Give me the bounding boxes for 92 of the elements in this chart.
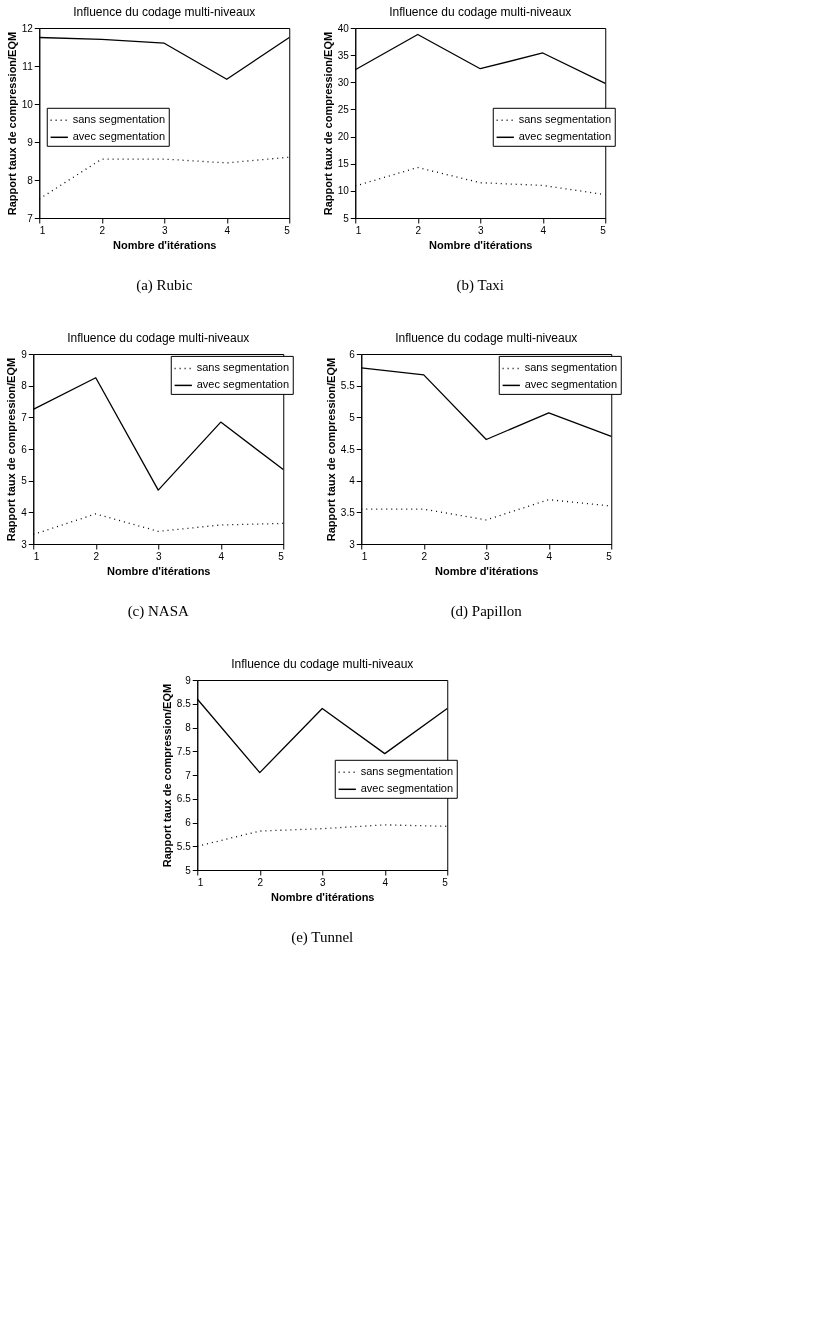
y-tick-label: 11: [22, 60, 34, 72]
x-tick-label: 3: [477, 224, 484, 236]
y-tick-label: 8: [185, 722, 192, 733]
y-tick-label: 8: [27, 174, 34, 186]
y-tick-label: 40: [337, 22, 350, 34]
x-tick-label: 1: [39, 224, 46, 236]
y-tick-label: 5: [185, 864, 192, 876]
x-tick-label: 4: [382, 876, 389, 888]
y-tick-label: 3: [349, 538, 356, 550]
y-tick-label: 4: [21, 506, 28, 518]
y-tick-label: 9: [27, 136, 34, 148]
chart-title: Influence du codage multi-niveaux: [73, 5, 256, 19]
y-tick-label: 5.5: [340, 380, 356, 392]
legend-label: sans segmentation: [196, 361, 290, 374]
y-tick-label: 10: [21, 98, 34, 110]
y-axis-title: Rapport taux de compression/EQM: [5, 357, 18, 542]
y-tick-label: 5: [343, 212, 350, 224]
y-tick-label: 8: [21, 380, 28, 392]
text: (c) NASA: [127, 603, 190, 620]
x-axis-title: Nombre d'itérations: [429, 238, 533, 251]
x-tick-label: 5: [442, 876, 449, 888]
legend-label: avec segmentation: [72, 130, 166, 143]
y-tick-label: 6: [185, 817, 192, 828]
y-tick-label: 6: [349, 348, 356, 360]
y-tick-label: 7: [27, 212, 34, 224]
text: (b) Taxi: [456, 277, 504, 294]
x-tick-label: 4: [546, 550, 553, 562]
y-axis-title: Rapport taux de compression/EQM: [5, 31, 18, 216]
x-tick-label: 5: [600, 224, 607, 236]
y-tick-label: 6: [21, 443, 28, 455]
x-tick-label: 2: [99, 224, 106, 236]
y-tick-label: 7: [185, 769, 192, 781]
legend-label: avec segmentation: [360, 782, 454, 795]
x-axis-title: Nombre d'itérations: [107, 564, 211, 577]
y-axis-title: Rapport taux de compression/EQM: [324, 357, 337, 542]
y-tick-label: 4.5: [340, 443, 356, 455]
y-tick-label: 5.5: [176, 840, 192, 852]
x-tick-label: 5: [278, 550, 285, 562]
x-tick-label: 2: [421, 550, 428, 562]
x-tick-label: 1: [361, 550, 368, 562]
x-tick-label: 3: [155, 550, 162, 562]
x-tick-label: 4: [540, 224, 547, 236]
y-tick-label: 3.5: [340, 506, 356, 518]
text: (e) Tunnel: [291, 929, 354, 946]
y-tick-label: 9: [185, 674, 192, 686]
x-tick-label: 3: [161, 224, 168, 236]
x-tick-label: 4: [224, 224, 231, 236]
y-tick-label: 9: [21, 348, 28, 360]
y-tick-label: 25: [337, 103, 350, 115]
y-tick-label: 5: [21, 475, 28, 487]
x-tick-label: 3: [319, 876, 326, 888]
y-tick-label: 10: [337, 185, 350, 197]
y-axis-title: Rapport taux de compression/EQM: [321, 31, 334, 216]
text: (d) Papillon: [450, 603, 523, 620]
legend-label: sans segmentation: [524, 361, 618, 374]
x-tick-label: 2: [415, 224, 422, 236]
legend-label: sans segmentation: [360, 765, 454, 778]
chart-title: Influence du codage multi-niveaux: [67, 331, 250, 345]
y-tick-label: 7.5: [176, 745, 192, 757]
y-axis-title: Rapport taux de compression/EQM: [160, 683, 173, 868]
x-axis-title: Nombre d'itérations: [271, 890, 375, 903]
x-tick-label: 1: [33, 550, 40, 562]
legend-label: sans segmentation: [72, 113, 166, 126]
y-tick-label: 4: [349, 475, 356, 487]
x-tick-label: 1: [197, 876, 204, 888]
x-axis-title: Nombre d'itérations: [113, 238, 217, 251]
y-tick-label: 3: [21, 538, 28, 550]
x-tick-label: 1: [355, 224, 362, 236]
x-tick-label: 5: [606, 550, 613, 562]
y-tick-label: 30: [337, 76, 350, 88]
y-tick-label: 7: [21, 411, 28, 423]
y-tick-label: 6.5: [176, 793, 192, 805]
legend-label: avec segmentation: [518, 130, 612, 143]
legend-label: sans segmentation: [518, 113, 612, 126]
text: (a) Rubic: [136, 277, 193, 294]
x-tick-label: 3: [483, 550, 490, 562]
y-tick-label: 15: [337, 158, 350, 170]
x-axis-title: Nombre d'itérations: [435, 564, 539, 577]
chart-title: Influence du codage multi-niveaux: [395, 331, 578, 345]
x-tick-label: 4: [218, 550, 225, 562]
chart-title: Influence du codage multi-niveaux: [389, 5, 572, 19]
y-tick-label: 12: [21, 22, 34, 34]
y-tick-label: 5: [349, 411, 356, 423]
x-tick-label: 2: [93, 550, 100, 562]
y-tick-label: 35: [337, 49, 350, 61]
chart-title: Influence du codage multi-niveaux: [231, 657, 414, 671]
legend-label: avec segmentation: [524, 378, 618, 391]
legend-label: avec segmentation: [196, 378, 290, 391]
y-tick-label: 20: [337, 131, 350, 143]
x-tick-label: 2: [257, 876, 264, 888]
y-tick-label: 8.5: [176, 698, 192, 710]
x-tick-label: 5: [284, 224, 291, 236]
